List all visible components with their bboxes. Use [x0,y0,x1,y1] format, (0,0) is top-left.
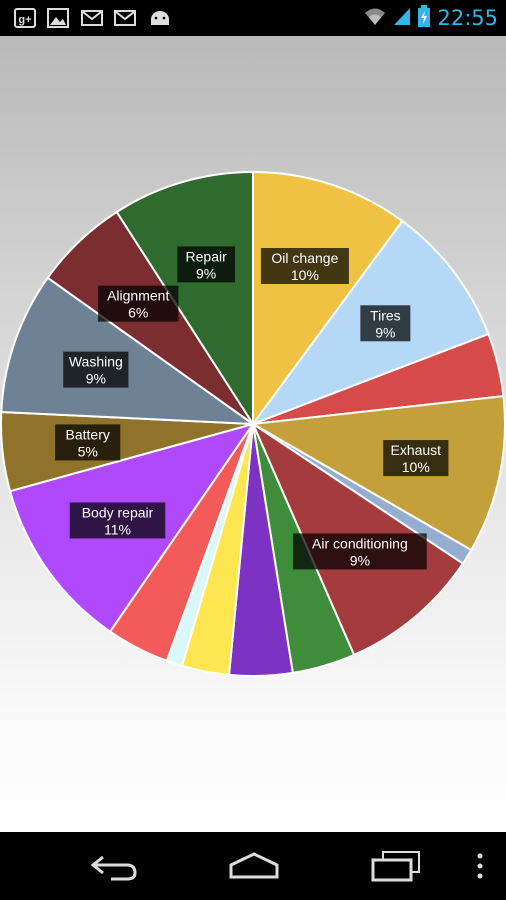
slice-label-percent: 5% [78,443,98,459]
back-icon[interactable] [88,846,140,886]
signal-icon [393,6,411,31]
pie-slice [115,170,254,428]
status-bar: g+ 22:55 [0,0,506,36]
android-icon [148,8,170,28]
slice-label-name: Oil change [271,250,338,266]
pie-slice [249,394,506,552]
slice-label-background [55,424,121,461]
overflow-menu-icon[interactable] [470,846,490,886]
chart-area: Oil change 10% Tires 9% Exhaust 10% Air condit… [0,36,506,832]
slice-label-name: Air conditioning [312,535,408,551]
slice-label-percent: 9% [196,265,216,281]
slice-label-name: Exhaust [390,442,441,458]
home-icon[interactable] [226,846,282,886]
svg-text:g+: g+ [18,14,31,26]
gallery-icon [47,8,69,28]
gmail-icon [81,8,103,28]
slice-label-percent: 9% [86,371,106,387]
slice-label-percent: 6% [128,305,148,321]
wifi-icon [363,6,387,31]
clock: 22:55 [437,6,498,30]
slice-label-background [293,533,427,570]
slice-label-background [69,502,166,539]
battery-charging-icon [417,4,431,32]
navigation-bar [0,832,506,900]
slice-label-name: Repair [186,248,228,264]
slice-label-background [260,247,349,284]
slice-label-percent: 10% [291,267,319,283]
pie-slice [252,170,404,428]
slice-label-name: Tires [370,307,401,323]
slice-label-background [383,440,449,477]
slice-label-background [360,305,411,342]
slice-label-name: Battery [66,426,110,442]
slice-label-name: Body repair [82,504,154,520]
slice-label-background [63,351,129,388]
gmail-icon [114,8,136,28]
slice-label-percent: 10% [402,459,430,475]
slice-label-percent: 9% [375,324,395,340]
slice-label-percent: 11% [104,521,131,537]
recent-apps-icon[interactable] [368,846,424,886]
slice-label-background [177,246,235,283]
slice-label-name: Washing [69,354,123,370]
slice-label-name: Alignment [107,288,169,304]
slice-label-percent: 9% [350,552,370,568]
google-plus-icon: g+ [14,8,36,28]
slice-label-background [98,285,179,322]
